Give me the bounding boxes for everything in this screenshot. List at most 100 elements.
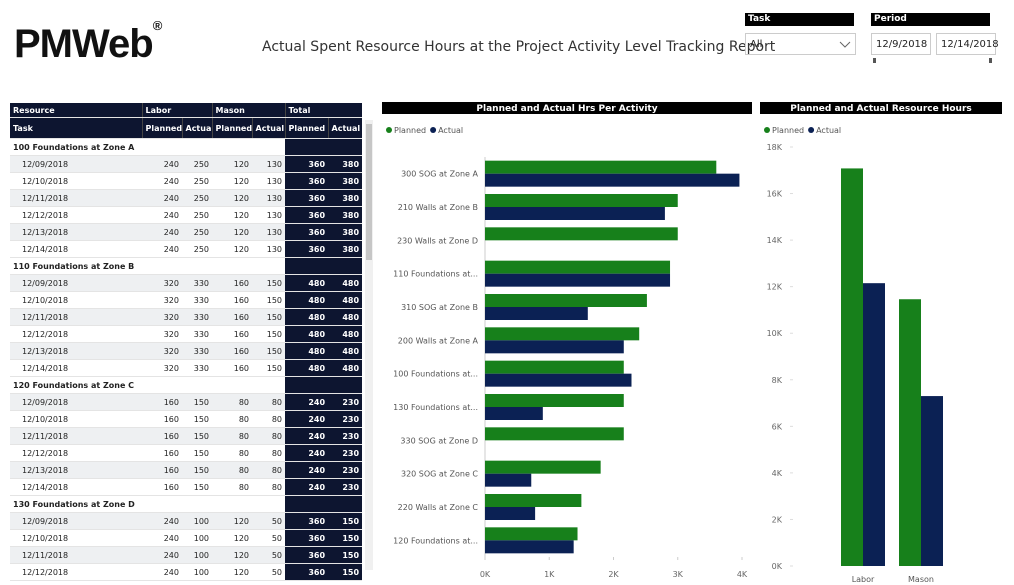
value-cell: 360 [285, 172, 329, 190]
value-cell: 100 [182, 546, 213, 564]
data-row: 12/10/2018 240 250 120 130 360 380 [10, 172, 362, 190]
y-tick-label: 320 SOG at Zone C [401, 470, 478, 479]
value-cell: 160 [212, 291, 253, 309]
total-cell [285, 138, 329, 156]
value-cell: 480 [285, 308, 329, 326]
value-cell: 80 [252, 393, 286, 411]
x-tick-label: 2K [608, 570, 619, 579]
value-cell: 330 [182, 342, 213, 360]
total-cell [285, 495, 329, 513]
data-row: 12/11/2018 240 250 120 130 360 380 [10, 189, 362, 207]
start-date[interactable]: 12/9/2018 [871, 33, 931, 55]
total-cell [285, 376, 329, 394]
value-cell: 480 [328, 291, 362, 309]
legend-marker [386, 127, 392, 133]
value-cell: 80 [252, 444, 286, 462]
value-cell: 480 [328, 308, 362, 326]
end-date[interactable]: 12/14/2018 [936, 33, 999, 55]
value-cell: 240 [285, 427, 329, 445]
bar [485, 307, 588, 320]
group-row: 100 Foundations at Zone A [10, 138, 362, 156]
date-cell: 12/12/2018 [10, 563, 142, 581]
group-name: 130 Foundations at Zone D [10, 495, 286, 513]
logo-mark: ® [152, 18, 163, 33]
y-tick-label: 300 SOG at Zone A [401, 170, 478, 179]
x-tick-label: Mason [908, 575, 934, 584]
column-header: Actual [252, 117, 286, 139]
table: Resource Labor Mason Total Task Planned Actual… [10, 103, 362, 581]
date-cell: 12/13/2018 [10, 461, 142, 479]
bar [485, 427, 624, 441]
slider-handle[interactable] [989, 58, 992, 63]
value-cell: 130 [252, 240, 286, 258]
value-cell: 250 [182, 240, 213, 258]
value-cell: 80 [252, 478, 286, 496]
value-cell: 250 [182, 223, 213, 241]
value-cell: 380 [328, 155, 362, 173]
value-cell: 160 [142, 410, 182, 428]
value-cell: 480 [285, 291, 329, 309]
bar [485, 194, 678, 207]
value-cell: 360 [285, 206, 329, 224]
bar [485, 494, 582, 507]
data-row: 12/14/2018 240 250 120 130 360 380 [10, 240, 362, 258]
data-row: 12/10/2018 240 100 120 50 360 150 [10, 529, 362, 547]
data-row: 12/12/2018 240 250 120 130 360 380 [10, 206, 362, 224]
matrix-table: Resource Labor Mason Total Task Planned Actual… [10, 103, 362, 585]
value-cell: 100 [182, 563, 213, 581]
value-cell: 320 [142, 359, 182, 377]
value-cell: 130 [252, 189, 286, 207]
total-cell [285, 257, 329, 275]
y-tick-label: 310 SOG at Zone B [401, 303, 478, 312]
date-cell: 12/09/2018 [10, 155, 142, 173]
value-cell: 480 [328, 325, 362, 343]
bar [485, 407, 543, 420]
value-cell: 230 [328, 393, 362, 411]
scroll-thumb[interactable] [366, 124, 372, 260]
chart-title: Planned and Actual Resource Hours [790, 104, 972, 114]
value-cell: 480 [285, 359, 329, 377]
data-row: 12/13/2018 160 150 80 80 240 230 [10, 461, 362, 479]
bar [485, 507, 536, 520]
bar [485, 360, 624, 374]
value-cell: 240 [142, 546, 182, 564]
value-cell: 320 [142, 291, 182, 309]
data-row: 12/09/2018 240 250 120 130 360 380 [10, 155, 362, 173]
value-cell: 230 [328, 427, 362, 445]
date-cell: 12/12/2018 [10, 206, 142, 224]
value-cell: 150 [252, 274, 286, 292]
data-row: 12/09/2018 160 150 80 80 240 230 [10, 393, 362, 411]
value-cell: 380 [328, 189, 362, 207]
data-row: 12/12/2018 320 330 160 150 480 480 [10, 325, 362, 343]
value-cell: 240 [142, 240, 182, 258]
report-title: Actual Spent Resource Hours at the Proje… [262, 39, 776, 55]
value-cell: 240 [142, 155, 182, 173]
scrollbar[interactable] [365, 120, 373, 570]
x-tick-label: 1K [544, 570, 555, 579]
bar [485, 394, 624, 407]
logo-text: PMWeb [14, 22, 154, 66]
value-cell: 120 [212, 155, 253, 173]
task-dropdown[interactable]: All [745, 33, 856, 55]
column-group: Total [285, 103, 362, 118]
header-row: Resource Labor Mason Total [10, 103, 362, 118]
slider-handle[interactable] [873, 58, 876, 63]
data-row: 12/10/2018 160 150 80 80 240 230 [10, 410, 362, 428]
column-header: Planned [212, 117, 253, 139]
legend-label: Planned [772, 126, 804, 135]
bar [485, 340, 624, 354]
value-cell: 80 [252, 427, 286, 445]
bar [485, 227, 678, 241]
logo: PMWeb® [14, 18, 162, 67]
date-cell: 12/11/2018 [10, 427, 142, 445]
bar [485, 327, 640, 341]
y-tick-label: 6K [772, 422, 783, 431]
value-cell: 240 [142, 172, 182, 190]
dropdown-value: All [750, 39, 763, 50]
value-cell: 160 [142, 444, 182, 462]
column-group: Mason [212, 103, 286, 118]
title-bar [760, 102, 1002, 114]
value-cell: 330 [182, 274, 213, 292]
value-cell: 250 [182, 189, 213, 207]
y-tick-label: 18K [767, 143, 783, 152]
